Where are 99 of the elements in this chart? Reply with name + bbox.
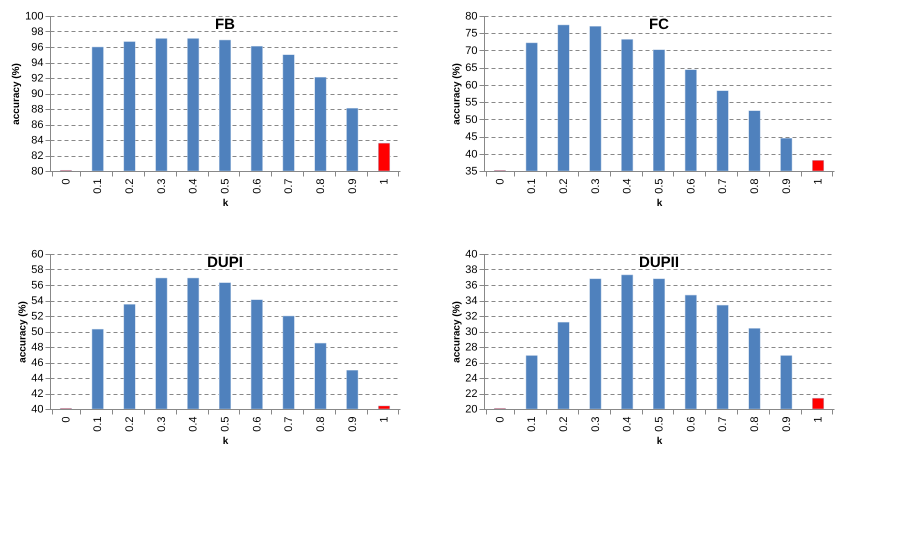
x-tick-label: 1	[378, 416, 391, 423]
y-tick-label: 56	[31, 280, 44, 292]
y-tick-label: 40	[465, 248, 478, 260]
y-tick-label: 80	[31, 166, 44, 178]
x-tick-label: 0.4	[188, 178, 200, 194]
x-tick-label: 0.6	[685, 416, 698, 432]
y-tick-label: 90	[31, 88, 44, 100]
x-tick-label: 1	[812, 416, 825, 423]
y-tick-label: 20	[465, 404, 478, 416]
x-tick-label: 0.7	[717, 178, 730, 194]
y-tick-label: 26	[465, 357, 478, 369]
y-tick-label: 28	[465, 342, 478, 354]
x-tick-label: 0.3	[156, 416, 168, 432]
y-tick-label: 70	[465, 44, 478, 57]
y-tick-label: 55	[465, 96, 478, 109]
y-tick-label: 46	[31, 357, 44, 369]
y-tick-label: 88	[31, 104, 44, 116]
x-tick-label: 0.4	[188, 416, 200, 432]
y-tick-label: 86	[31, 119, 44, 131]
x-tick-label: 0.7	[283, 178, 296, 194]
y-tick-label: 92	[31, 72, 44, 84]
x-tick-label: 0.2	[124, 178, 136, 194]
x-tick-label: 0.7	[717, 416, 730, 432]
x-tick-label: 0.1	[92, 178, 104, 194]
x-tick-label: 0.9	[780, 416, 793, 432]
x-tick-label: 0.3	[590, 178, 602, 194]
x-tick-label: 0.1	[526, 416, 538, 432]
x-tick-label: 0	[494, 178, 506, 185]
chart-title: DUPI	[207, 254, 243, 271]
x-tick-label: 0.8	[314, 178, 327, 194]
y-tick-label: 38	[465, 264, 478, 276]
y-tick-label: 75	[465, 28, 478, 40]
y-tick-label: 24	[465, 372, 478, 384]
x-tick-label: 0.5	[220, 416, 232, 432]
x-axis-title: k	[656, 198, 663, 209]
x-tick-label: 1	[378, 178, 391, 185]
y-tick-label: 52	[31, 310, 44, 322]
x-tick-label: 0.3	[156, 178, 168, 194]
x-tick-label: 0.4	[622, 178, 634, 194]
y-tick-label: 65	[465, 62, 478, 74]
x-tick-label: 0.9	[346, 416, 359, 432]
x-tick-label: 0.4	[622, 416, 634, 432]
y-tick-label: 32	[465, 310, 478, 322]
x-tick-label: 0.6	[685, 178, 698, 194]
x-tick-label: 0.7	[283, 416, 296, 432]
y-tick-label: 44	[31, 372, 44, 384]
y-tick-label: 40	[31, 404, 44, 416]
x-tick-label: 0	[60, 416, 72, 423]
x-tick-label: 0.9	[780, 178, 793, 194]
x-tick-label: 0	[494, 416, 506, 423]
y-tick-label: 48	[31, 342, 44, 354]
y-tick-label: 50	[465, 114, 478, 126]
y-tick-label: 42	[31, 388, 44, 400]
x-tick-label: 0.5	[654, 416, 666, 432]
x-axis-title: k	[656, 436, 663, 447]
y-tick-label: 50	[31, 326, 44, 338]
y-tick-label: 54	[31, 295, 44, 307]
y-axis-title: accuracy (%)	[17, 301, 28, 363]
y-tick-label: 34	[465, 295, 478, 307]
x-tick-label: 0.8	[748, 178, 761, 194]
x-tick-label: 0.9	[346, 178, 359, 194]
y-axis-title: accuracy (%)	[451, 301, 462, 363]
x-tick-label: 0.6	[251, 178, 264, 194]
x-axis-title: k	[222, 436, 229, 447]
y-tick-label: 22	[465, 388, 478, 400]
y-tick-label: 60	[31, 248, 44, 260]
x-tick-label: 0.2	[124, 416, 136, 432]
x-tick-label: 0.8	[748, 416, 761, 432]
y-tick-label: 82	[31, 150, 44, 162]
y-tick-label: 100	[25, 10, 44, 22]
y-axis-title: accuracy (%)	[451, 63, 462, 125]
x-axis-title: k	[222, 198, 229, 209]
y-tick-label: 84	[31, 134, 44, 146]
chart-title: FB	[215, 16, 236, 33]
x-tick-label: 1	[812, 178, 825, 185]
x-tick-label: 0.2	[558, 416, 570, 432]
x-tick-label: 0.6	[251, 416, 264, 432]
y-tick-label: 60	[465, 79, 478, 92]
y-tick-label: 98	[31, 26, 44, 38]
x-tick-label: 0.5	[220, 178, 232, 194]
chart-title: FC	[649, 16, 670, 33]
y-tick-label: 80	[465, 10, 478, 22]
y-tick-label: 36	[465, 280, 478, 292]
x-tick-label: 0.2	[558, 178, 570, 194]
x-tick-label: 0.1	[92, 416, 104, 432]
x-tick-label: 0.8	[314, 416, 327, 432]
y-tick-label: 94	[31, 57, 44, 69]
y-tick-label: 96	[31, 42, 44, 54]
y-tick-label: 35	[465, 166, 478, 178]
y-tick-label: 58	[31, 264, 44, 276]
x-tick-label: 0.1	[526, 178, 538, 194]
y-tick-label: 30	[465, 326, 478, 338]
y-tick-label: 45	[465, 131, 478, 144]
y-tick-label: 40	[465, 148, 478, 160]
x-tick-label: 0.5	[654, 178, 666, 194]
chart-title: DUPII	[638, 254, 680, 271]
x-tick-label: 0.3	[590, 416, 602, 432]
x-tick-label: 0	[60, 178, 72, 185]
y-axis-title: accuracy (%)	[11, 63, 22, 125]
